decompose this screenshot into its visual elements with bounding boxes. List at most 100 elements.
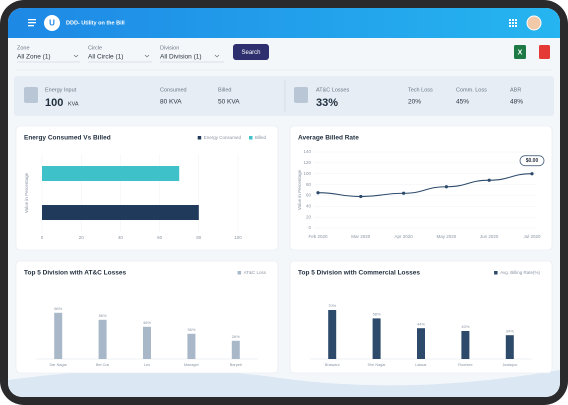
filter-value: All Division (1) [160,54,202,61]
chart-title: Average Billed Rate [298,135,359,142]
filter-value: All Circle (1) [88,54,123,61]
bar [42,166,180,181]
point [487,178,491,182]
logo-mark: U [49,19,55,28]
kpi-label: Consumed [160,87,187,93]
point [530,172,534,176]
bar [143,326,151,359]
kpi-value: 48% [510,99,523,106]
x-tick-label: Leo [144,363,150,367]
annotation-box [519,155,545,167]
y-tick-label: 20 [306,214,312,219]
x-tick-label: Jun 2020 [480,234,499,239]
annotation: $0.00 [526,158,539,164]
value-label: 46% [143,320,151,325]
kpi-label: Energy Input [45,87,77,93]
pdf-icon[interactable] [539,45,550,59]
filter-value: All Zone (1) [17,54,51,61]
kpi-label: Comm. Loss [456,87,487,93]
point [402,191,406,195]
kpi-unit: KVA [68,101,79,107]
logo [44,15,60,31]
legend-swatch [248,136,253,140]
x-tick-label: 80 [196,235,202,240]
value-label: 40% [461,324,469,329]
y-tick-label: 0 [308,225,311,230]
value-label: 26% [232,334,240,339]
y-axis-label: Value in Percentage [297,169,302,210]
chart-card [15,125,279,251]
excel-icon[interactable] [514,45,526,59]
bar [54,312,63,359]
x-tick-label: Shri Nagar [368,363,387,367]
excel-glyph: X [518,49,523,56]
avatar[interactable] [526,15,542,31]
bar [461,331,470,359]
value-label: 70% [328,303,336,308]
search-button-text[interactable]: Search [241,50,260,56]
x-tick-label: Bet Cus [96,363,110,367]
x-tick-label: Apr 2020 [394,234,413,239]
point [359,194,363,199]
point [444,185,448,189]
bar [231,340,240,359]
x-tick-label: 100 [234,235,242,240]
chart-title: Energy Consumed Vs Billed [24,135,111,142]
line [317,173,533,198]
x-tick-label: Feb 2020 [308,234,328,239]
kpi-label: Tech Loss [408,87,433,93]
value-label: 36% [187,327,195,332]
x-tick-label: Jwalapur [502,363,518,367]
filter-circle[interactable]: Circle All Circle (1) [88,45,152,63]
chart-title: Top 5 Division with AT&C Losses [24,270,126,277]
apps-icon[interactable] [509,19,517,27]
kpi-label: ABR [510,87,521,93]
value-label: 44% [417,321,425,326]
wave-decoration [8,369,560,397]
legend-label: Avg. Billing Rate(%) [500,270,540,275]
filter-label: Division [160,45,179,51]
kpi-value: 100 [45,97,63,109]
x-tick-label: Roorkee [458,363,472,367]
charts: Energy Consumed Vs Billed Billed Energy Co… [24,135,545,367]
filter-zone[interactable]: Zone All Zone (1) [17,45,80,63]
kpi-panel [14,76,554,116]
search-button[interactable] [233,44,269,60]
value-label: 58% [373,311,381,316]
bar [187,333,196,359]
bar [42,205,199,220]
chart-card [15,260,279,374]
y-tick-label: 60 [306,193,312,198]
value-label: 34% [506,328,514,333]
value-label: 56% [99,313,107,318]
x-tick-label: 20 [79,235,85,240]
y-tick-label: 40 [306,203,312,208]
menu-icon[interactable] [28,19,36,27]
legend-swatch [494,271,498,275]
legend-label: AT&C Loss [244,270,267,275]
x-tick-label: Laksar [415,363,427,367]
y-tick-label: 100 [303,171,311,176]
filter-label: Zone [17,45,30,51]
chart-card [289,125,553,251]
y-tick-label: 80 [306,182,312,187]
legend-label: Energy Consumed [204,135,242,140]
filter-label: Circle [88,45,102,51]
x-tick-label: 0 [41,235,44,240]
x-tick-label: 60 [157,235,163,240]
x-tick-label: Bhawani [325,363,340,367]
chart-title: Top 5 Division with Commercial Losses [298,270,420,277]
filter-division[interactable]: Division All Division (1) [160,45,224,63]
header-bar [8,8,560,38]
x-tick-label: May 2020 [437,234,457,239]
chart-card [289,260,553,374]
bar [417,328,425,359]
value-label: 66% [54,306,62,311]
kpi-value: 45% [456,99,469,106]
legend-swatch [237,271,242,275]
kpi-label: Billed [218,87,231,93]
x-tick-label: Mar 2020 [351,234,371,239]
y-tick-label: 140 [303,149,311,154]
energy-icon [24,87,38,103]
